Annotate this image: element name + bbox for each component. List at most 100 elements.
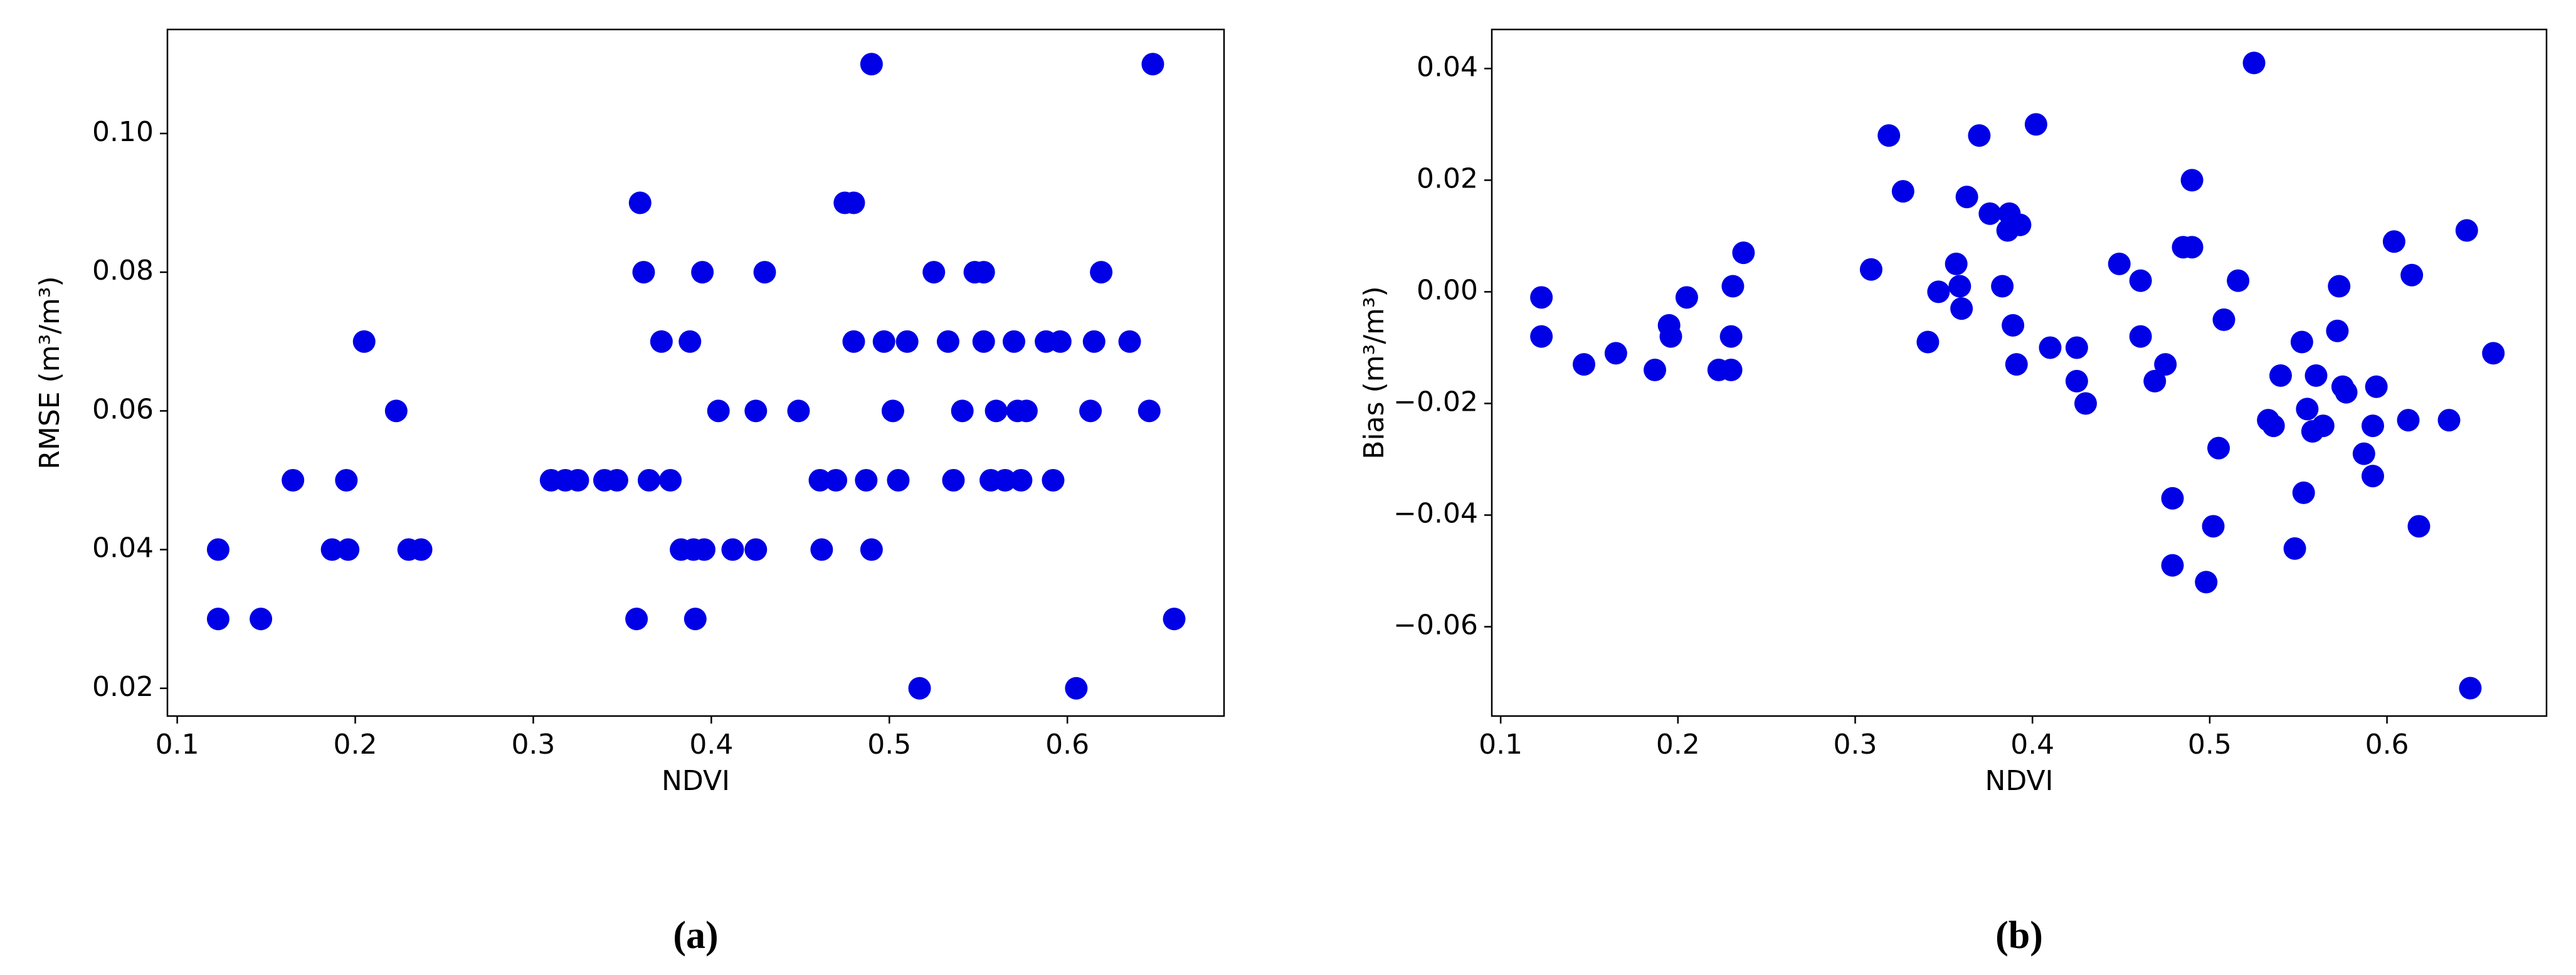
point bbox=[2455, 219, 2478, 242]
point bbox=[1048, 330, 1072, 353]
point bbox=[1082, 330, 1106, 353]
y-tick-label: −0.04 bbox=[1393, 498, 1478, 530]
point bbox=[707, 399, 730, 423]
point bbox=[2202, 515, 2225, 538]
point bbox=[984, 399, 1008, 423]
point bbox=[1991, 275, 2014, 298]
point bbox=[1065, 677, 1088, 700]
point bbox=[1530, 325, 1553, 348]
point bbox=[320, 538, 344, 561]
point bbox=[860, 538, 883, 561]
y-tick-label: 0.10 bbox=[92, 116, 154, 148]
point bbox=[2335, 381, 2358, 404]
point bbox=[566, 468, 589, 492]
point bbox=[206, 538, 230, 561]
point bbox=[2292, 481, 2315, 504]
point bbox=[2382, 230, 2405, 253]
point bbox=[1955, 186, 1978, 209]
x-tick-label: 0.4 bbox=[2010, 729, 2054, 761]
point bbox=[1604, 342, 1627, 365]
point bbox=[972, 261, 995, 284]
point bbox=[1141, 53, 1164, 76]
caption: (a) bbox=[673, 914, 718, 957]
point bbox=[1719, 359, 1743, 382]
point bbox=[2195, 571, 2218, 594]
point bbox=[1090, 261, 1113, 284]
point bbox=[1978, 202, 2002, 225]
point bbox=[625, 608, 648, 631]
point bbox=[744, 538, 768, 561]
point bbox=[2304, 364, 2328, 387]
point bbox=[2365, 375, 2388, 398]
y-axis-label: Bias (m³/m³) bbox=[1358, 286, 1390, 459]
point bbox=[908, 677, 931, 700]
point bbox=[2361, 414, 2384, 438]
point bbox=[605, 468, 628, 492]
point bbox=[2397, 409, 2420, 432]
point bbox=[787, 399, 810, 423]
point bbox=[1675, 286, 1698, 309]
point bbox=[1659, 325, 1682, 348]
point bbox=[684, 608, 707, 631]
point bbox=[1877, 124, 1901, 147]
point bbox=[282, 468, 305, 492]
point bbox=[409, 538, 433, 561]
point bbox=[250, 608, 273, 631]
point bbox=[1968, 124, 1991, 147]
point bbox=[2108, 252, 2131, 275]
point bbox=[1138, 399, 1161, 423]
point bbox=[2180, 236, 2204, 259]
y-tick-label: −0.06 bbox=[1393, 609, 1478, 641]
point bbox=[2242, 51, 2266, 75]
point bbox=[691, 261, 714, 284]
point bbox=[1891, 180, 1914, 203]
x-axis-label: NDVI bbox=[662, 765, 730, 797]
point bbox=[872, 330, 895, 353]
point bbox=[2129, 269, 2152, 292]
point bbox=[842, 330, 865, 353]
point bbox=[2129, 325, 2152, 348]
y-tick-label: 0.00 bbox=[1417, 274, 1478, 306]
point bbox=[753, 261, 776, 284]
x-tick-label: 0.6 bbox=[1045, 729, 1089, 761]
point bbox=[1530, 286, 1553, 309]
point bbox=[842, 191, 865, 214]
y-tick-label: 0.04 bbox=[92, 532, 154, 564]
point bbox=[637, 468, 660, 492]
x-axis-label: NDVI bbox=[1985, 765, 2053, 797]
point bbox=[2326, 319, 2349, 342]
point bbox=[2269, 364, 2292, 387]
point bbox=[2002, 314, 2025, 337]
point bbox=[1163, 608, 1186, 631]
point bbox=[1644, 359, 1667, 382]
point bbox=[2296, 398, 2319, 421]
point bbox=[2207, 436, 2230, 460]
point bbox=[2311, 414, 2335, 438]
point bbox=[678, 330, 702, 353]
point bbox=[2212, 308, 2236, 331]
point bbox=[2361, 465, 2384, 488]
point bbox=[2290, 330, 2313, 354]
point bbox=[2161, 487, 2184, 510]
point bbox=[352, 330, 376, 353]
point bbox=[2352, 442, 2375, 465]
point bbox=[2482, 342, 2505, 365]
y-tick-label: 0.06 bbox=[92, 393, 154, 425]
point bbox=[721, 538, 744, 561]
point bbox=[2180, 169, 2204, 192]
x-tick-label: 0.1 bbox=[156, 729, 199, 761]
point bbox=[951, 399, 974, 423]
point bbox=[1719, 325, 1743, 348]
plot-frame bbox=[1491, 28, 2548, 717]
point bbox=[972, 330, 995, 353]
point bbox=[1948, 275, 1972, 298]
x-tick-label: 0.3 bbox=[1834, 729, 1877, 761]
point bbox=[2024, 113, 2047, 136]
point bbox=[650, 330, 673, 353]
caption: (b) bbox=[1995, 914, 2043, 957]
point bbox=[1015, 399, 1038, 423]
y-tick-label: 0.08 bbox=[92, 255, 154, 287]
point bbox=[810, 538, 833, 561]
point bbox=[881, 399, 904, 423]
point bbox=[2161, 554, 2184, 577]
